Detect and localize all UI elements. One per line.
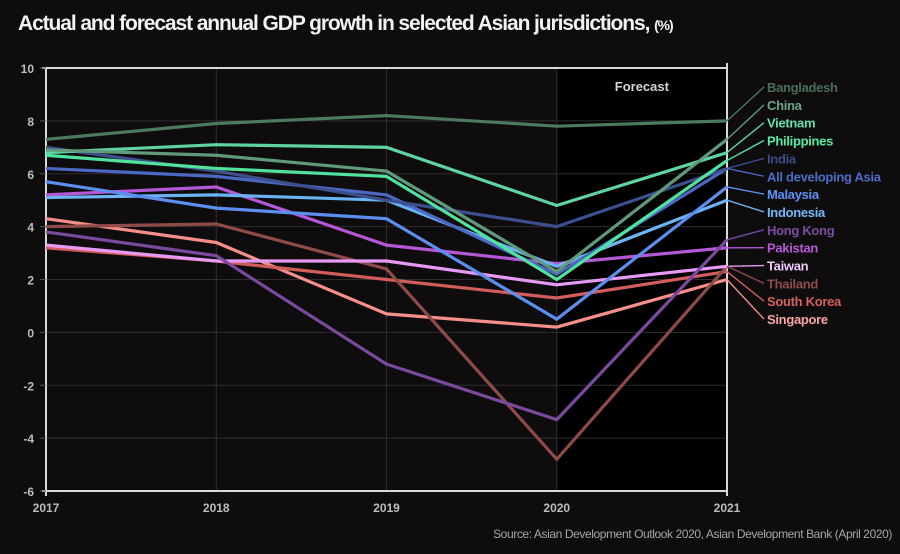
legend: Bangladesh China Vietnam Philippines India Al… — [767, 80, 882, 327]
legend-leader — [726, 279, 765, 320]
legend-leader — [726, 229, 765, 241]
legend-label: Taiwan — [767, 259, 809, 274]
chart-title-unit: (%) — [654, 17, 674, 33]
legend-label: Pakistan — [767, 241, 818, 256]
legend-leader — [726, 139, 765, 162]
series-line-pakistan — [45, 185, 728, 266]
legend-leader — [726, 271, 765, 302]
series-line-philippines — [45, 153, 728, 282]
legend-leader-lines — [726, 86, 765, 320]
legend-label: Philippines — [767, 134, 833, 149]
series-line-china — [45, 138, 728, 274]
legend-leader — [726, 265, 765, 284]
y-tick-label: 6 — [27, 168, 34, 182]
legend-label: Indonesia — [767, 205, 826, 220]
y-tick-label: 8 — [27, 115, 34, 129]
x-tick-label: 2017 — [33, 501, 60, 515]
legend-leader — [726, 167, 765, 177]
series-line-singapore — [45, 217, 728, 329]
x-tick-label: 2018 — [203, 501, 230, 515]
y-tick-label: -4 — [23, 432, 34, 446]
x-tick-label: 2020 — [543, 501, 570, 515]
y-tick-label: 4 — [27, 221, 34, 235]
forecast-label: Forecast — [615, 79, 670, 94]
legend-leader — [726, 264, 765, 267]
legend-leader — [726, 186, 765, 195]
series-line-hong-kong — [45, 230, 729, 422]
legend-label: South Korea — [767, 294, 842, 309]
chart-title: Actual and forecast annual GDP growth in… — [18, 12, 674, 36]
x-tick-label: 2019 — [373, 501, 400, 515]
series-line-thailand — [45, 222, 729, 462]
series-line-malaysia — [45, 180, 728, 322]
series-line-vietnam — [45, 143, 728, 208]
y-tick-label: 10 — [21, 62, 35, 76]
legend-label: Malaysia — [767, 187, 820, 202]
series-line-bangladesh — [45, 113, 728, 141]
legend-label: Vietnam — [767, 116, 815, 131]
legend-leader — [726, 104, 765, 140]
legend-label: Singapore — [767, 312, 828, 327]
chart-title-text: Actual and forecast annual GDP growth in… — [18, 12, 650, 35]
y-tick-label: -2 — [23, 379, 34, 393]
y-tick-label: 0 — [27, 326, 34, 340]
series-lines — [45, 113, 729, 462]
series-line-taiwan — [45, 243, 728, 287]
source-note: Source: Asian Development Outlook 2020, … — [493, 527, 892, 541]
legend-label: Hong Kong — [767, 223, 835, 238]
x-tick-label: 2021 — [714, 501, 741, 515]
legend-leader — [726, 157, 765, 170]
y-tick-label: 2 — [27, 274, 34, 288]
legend-leader — [726, 199, 765, 213]
legend-label: Thailand — [767, 276, 818, 291]
legend-label: Bangladesh — [767, 80, 838, 95]
legend-label: China — [767, 98, 803, 113]
legend-label: All developing Asia — [767, 169, 882, 184]
tick-labels: 10 8 6 4 2 0 -2 -4 -6 2017 2018 2019 2020 2021 — [21, 62, 741, 515]
legend-leader — [726, 86, 765, 122]
y-tick-label: -6 — [23, 485, 34, 499]
legend-leader — [726, 122, 765, 154]
legend-label: India — [767, 151, 797, 166]
